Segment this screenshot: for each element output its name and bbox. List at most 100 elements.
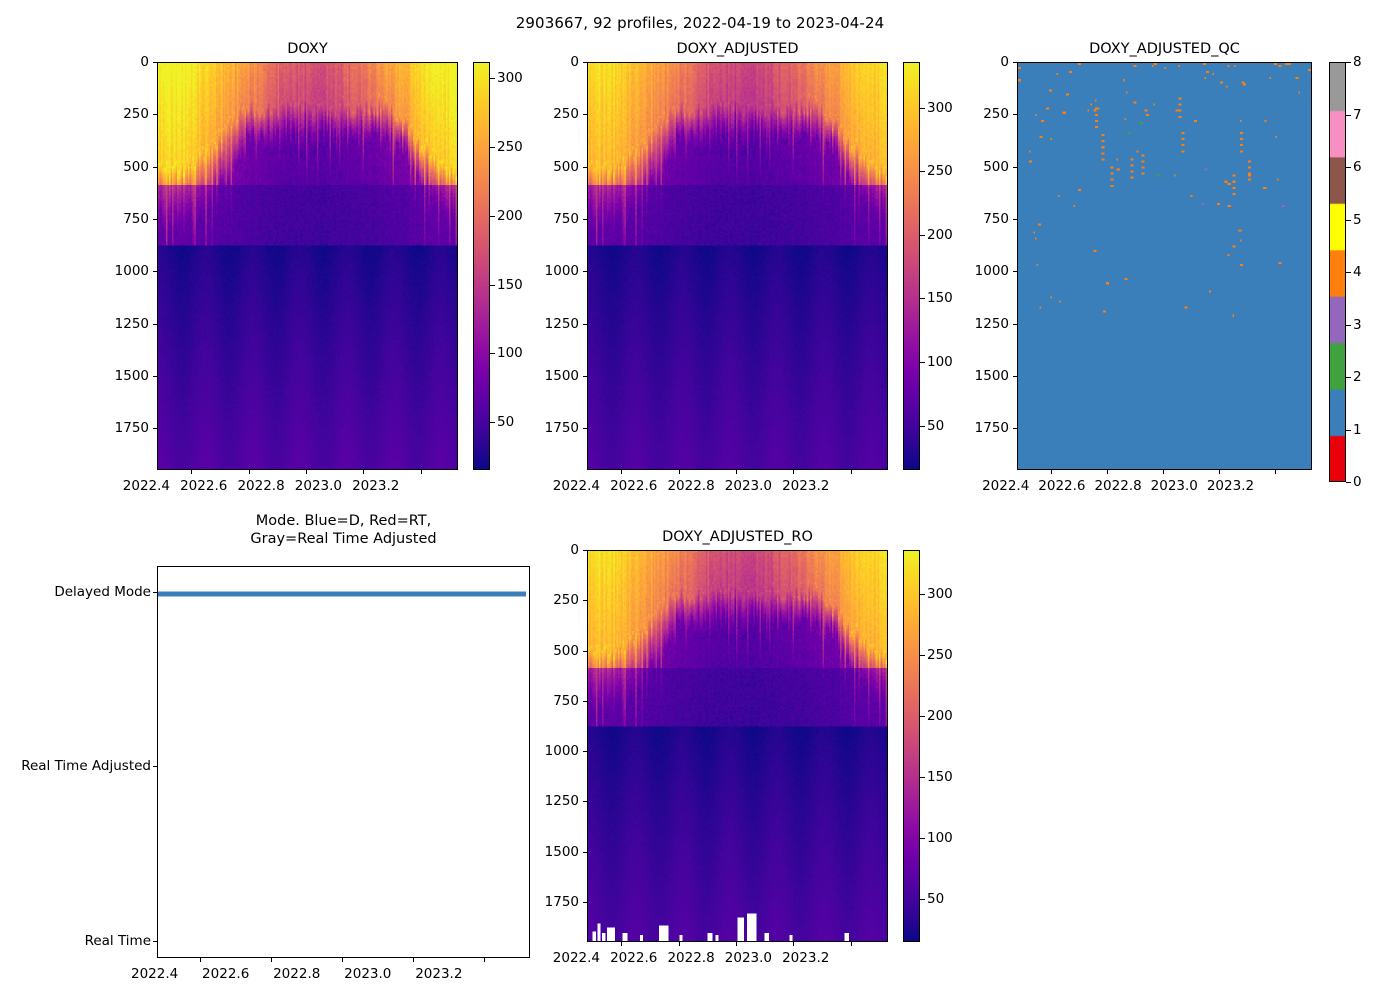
panel-doxy-adjusted-qc-axes[interactable]	[1017, 62, 1312, 470]
doxy-adjusted-ro-ytick-mark-6	[583, 851, 587, 853]
doxy-adjusted-cbtick-label-0: 50	[927, 417, 945, 434]
doxy-adjusted-xtick-mark-4	[850, 470, 852, 474]
mode-ytick-mark-0	[153, 592, 157, 594]
doxy-ytick-label-7: 1750	[114, 420, 149, 437]
doxy-ytick-mark-5	[153, 323, 157, 325]
doxy-adjusted-ytick-mark-0	[583, 62, 587, 63]
doxy-ytick-mark-4	[153, 271, 157, 273]
mode-ytick-label-1: Real Time Adjusted	[21, 758, 151, 775]
panel-doxy-title: DOXY	[287, 41, 328, 57]
doxy-adjusted-qc-cbtick-label-1: 1	[1353, 421, 1362, 438]
doxy-adjusted-ro-cbtick-label-5: 300	[927, 585, 953, 602]
panel-doxy-colorbar[interactable]	[473, 62, 490, 470]
doxy-ytick-mark-1	[153, 114, 157, 116]
doxy-adjusted-qc-xtick-label-2: 2022.8	[1094, 478, 1142, 494]
doxy-adjusted-ro-xtick-label-1: 2022.6	[610, 950, 658, 966]
panel-doxy-adjusted-axes[interactable]	[587, 62, 888, 470]
mode-xtick-mark-1	[270, 958, 272, 962]
doxy-ytick-mark-2	[153, 166, 157, 168]
doxy-cbtick-mark-1	[490, 353, 495, 355]
doxy-cbtick-mark-4	[490, 147, 495, 149]
doxy-xtick-label-1: 2022.6	[180, 478, 228, 494]
panel-doxy-adjusted-qc-colorbar[interactable]	[1329, 62, 1346, 482]
doxy-adjusted-ro-ytick-label-3: 750	[553, 692, 579, 709]
doxy-adjusted-ro-cbtick-mark-1	[920, 838, 925, 840]
doxy-adjusted-ytick-mark-2	[583, 166, 587, 168]
panel-doxy-axes[interactable]	[157, 62, 458, 470]
doxy-adjusted-qc-cbtick-label-2: 2	[1353, 369, 1362, 385]
mode-ytick-label-0: Delayed Mode	[54, 584, 151, 601]
doxy-adjusted-ytick-label-0: 0	[570, 54, 579, 70]
doxy-adjusted-cbtick-label-2: 150	[927, 290, 953, 307]
doxy-adjusted-ro-cbtick-mark-4	[920, 655, 925, 657]
doxy-cbtick-label-3: 200	[497, 207, 523, 224]
doxy-adjusted-ytick-label-2: 500	[553, 158, 579, 175]
doxy-adjusted-ro-ytick-label-6: 1500	[544, 843, 579, 860]
doxy-adjusted-ro-ytick-label-1: 250	[553, 592, 579, 609]
doxy-ytick-label-5: 1250	[114, 315, 149, 332]
doxy-adjusted-ro-ytick-mark-5	[583, 801, 587, 803]
doxy-adjusted-ytick-label-5: 1250	[544, 315, 579, 332]
doxy-adjusted-ytick-mark-5	[583, 323, 587, 325]
doxy-adjusted-qc-ytick-mark-7	[1013, 428, 1017, 430]
doxy-adjusted-ro-cbtick-label-0: 50	[927, 891, 945, 908]
doxy-adjusted-ro-xtick-mark-3	[793, 942, 795, 946]
doxy-adjusted-ro-ytick-mark-7	[583, 901, 587, 903]
doxy-adjusted-ytick-label-4: 1000	[544, 263, 579, 280]
doxy-adjusted-ytick-label-1: 250	[553, 106, 579, 123]
doxy-xtick-mark-1	[248, 470, 250, 474]
doxy-adjusted-qc-cbtick-label-7: 7	[1353, 106, 1362, 123]
doxy-adjusted-qc-xtick-mark-0	[1050, 470, 1052, 474]
mode-xtick-label-4: 2023.2	[415, 966, 463, 982]
mode-xtick-label-1: 2022.6	[202, 966, 250, 982]
panel-doxy-adjusted-ro-colorbar[interactable]	[903, 550, 920, 942]
doxy-adjusted-qc-xtick-label-3: 2023.0	[1150, 478, 1198, 494]
doxy-adjusted-xtick-label-2: 2022.8	[667, 478, 715, 494]
doxy-xtick-mark-4	[420, 470, 422, 474]
doxy-adjusted-ro-ytick-label-4: 1000	[544, 743, 579, 760]
panel-mode-axes[interactable]	[157, 566, 530, 958]
mode-xtick-mark-0	[199, 958, 201, 962]
doxy-adjusted-ro-ytick-mark-3	[583, 700, 587, 702]
doxy-ytick-label-6: 1500	[114, 367, 149, 384]
doxy-xtick-label-2: 2022.8	[237, 478, 285, 494]
doxy-adjusted-cbtick-mark-2	[920, 298, 925, 300]
doxy-adjusted-qc-cbtick-label-4: 4	[1353, 264, 1362, 280]
doxy-adjusted-qc-xtick-mark-4	[1275, 470, 1277, 474]
doxy-ytick-label-0: 0	[140, 54, 149, 70]
doxy-adjusted-cbtick-mark-1	[920, 361, 925, 363]
doxy-adjusted-qc-ytick-mark-3	[1013, 218, 1017, 220]
doxy-cbtick-mark-5	[490, 78, 495, 80]
mode-ytick-mark-1	[153, 766, 157, 768]
doxy-adjusted-qc-xtick-mark-3	[1219, 470, 1221, 474]
doxy-adjusted-cbtick-mark-0	[920, 425, 925, 427]
doxy-adjusted-qc-cbtick-label-0: 0	[1353, 474, 1362, 490]
doxy-adjusted-ytick-mark-7	[583, 428, 587, 430]
doxy-ytick-mark-7	[153, 428, 157, 430]
figure-suptitle: 2903667, 92 profiles, 2022-04-19 to 2023…	[515, 14, 885, 32]
doxy-cbtick-mark-0	[490, 421, 495, 423]
mode-ytick-mark-2	[153, 940, 157, 942]
panel-doxy-adjusted-colorbar[interactable]	[903, 62, 920, 470]
panel-doxy-adjusted-ro-axes[interactable]	[587, 550, 888, 942]
doxy-adjusted-qc-ytick-mark-1	[1013, 114, 1017, 116]
doxy-adjusted-ro-xtick-label-0: 2022.4	[552, 950, 601, 966]
panel-mode-title-line2: Gray=Real Time Adjusted	[250, 531, 437, 548]
doxy-adjusted-qc-cbtick-label-8: 8	[1353, 54, 1362, 70]
doxy-adjusted-ytick-mark-1	[583, 114, 587, 116]
doxy-adjusted-qc-cbtick-mark-3	[1346, 324, 1351, 326]
doxy-ytick-label-3: 750	[123, 210, 149, 227]
doxy-adjusted-ro-xtick-mark-4	[850, 942, 852, 946]
doxy-adjusted-ytick-label-7: 1750	[544, 420, 579, 437]
doxy-cbtick-label-0: 50	[497, 413, 515, 430]
doxy-adjusted-cbtick-mark-4	[920, 171, 925, 173]
doxy-adjusted-qc-ytick-label-1: 250	[983, 106, 1009, 123]
doxy-adjusted-ytick-label-3: 750	[553, 210, 579, 227]
doxy-adjusted-ro-ytick-mark-4	[583, 751, 587, 753]
doxy-adjusted-ro-xtick-mark-0	[621, 942, 623, 946]
doxy-adjusted-qc-cbtick-mark-7	[1346, 114, 1351, 116]
doxy-cbtick-label-1: 100	[497, 345, 523, 362]
